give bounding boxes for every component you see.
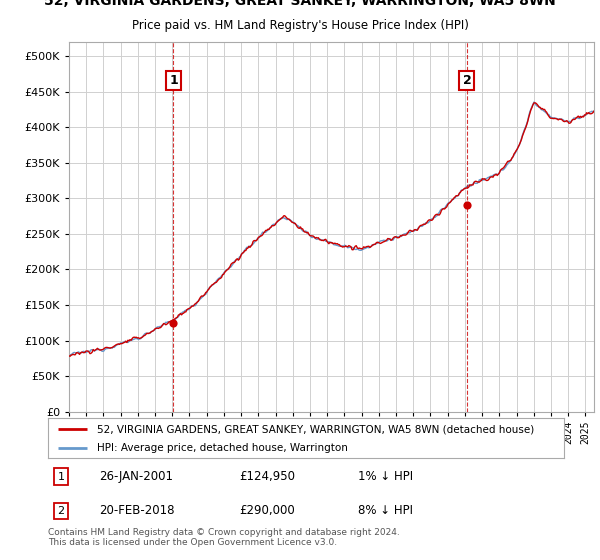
Text: 1% ↓ HPI: 1% ↓ HPI — [358, 470, 413, 483]
Text: 2: 2 — [58, 506, 64, 516]
Point — [169, 318, 178, 327]
Text: 52, VIRGINIA GARDENS, GREAT SANKEY, WARRINGTON, WA5 8WN: 52, VIRGINIA GARDENS, GREAT SANKEY, WARR… — [44, 0, 556, 8]
Text: Contains HM Land Registry data © Crown copyright and database right 2024.
This d: Contains HM Land Registry data © Crown c… — [48, 528, 400, 547]
Text: 1: 1 — [169, 74, 178, 87]
Text: Price paid vs. HM Land Registry's House Price Index (HPI): Price paid vs. HM Land Registry's House … — [131, 20, 469, 32]
Text: 52, VIRGINIA GARDENS, GREAT SANKEY, WARRINGTON, WA5 8WN (detached house): 52, VIRGINIA GARDENS, GREAT SANKEY, WARR… — [97, 424, 534, 435]
Text: 8% ↓ HPI: 8% ↓ HPI — [358, 504, 413, 517]
Point — [462, 201, 472, 210]
Text: 26-JAN-2001: 26-JAN-2001 — [100, 470, 173, 483]
Text: HPI: Average price, detached house, Warrington: HPI: Average price, detached house, Warr… — [97, 443, 348, 452]
Text: 2: 2 — [463, 74, 472, 87]
Text: 20-FEB-2018: 20-FEB-2018 — [100, 504, 175, 517]
Text: £290,000: £290,000 — [239, 504, 295, 517]
Text: 1: 1 — [58, 472, 64, 482]
Text: £124,950: £124,950 — [239, 470, 295, 483]
